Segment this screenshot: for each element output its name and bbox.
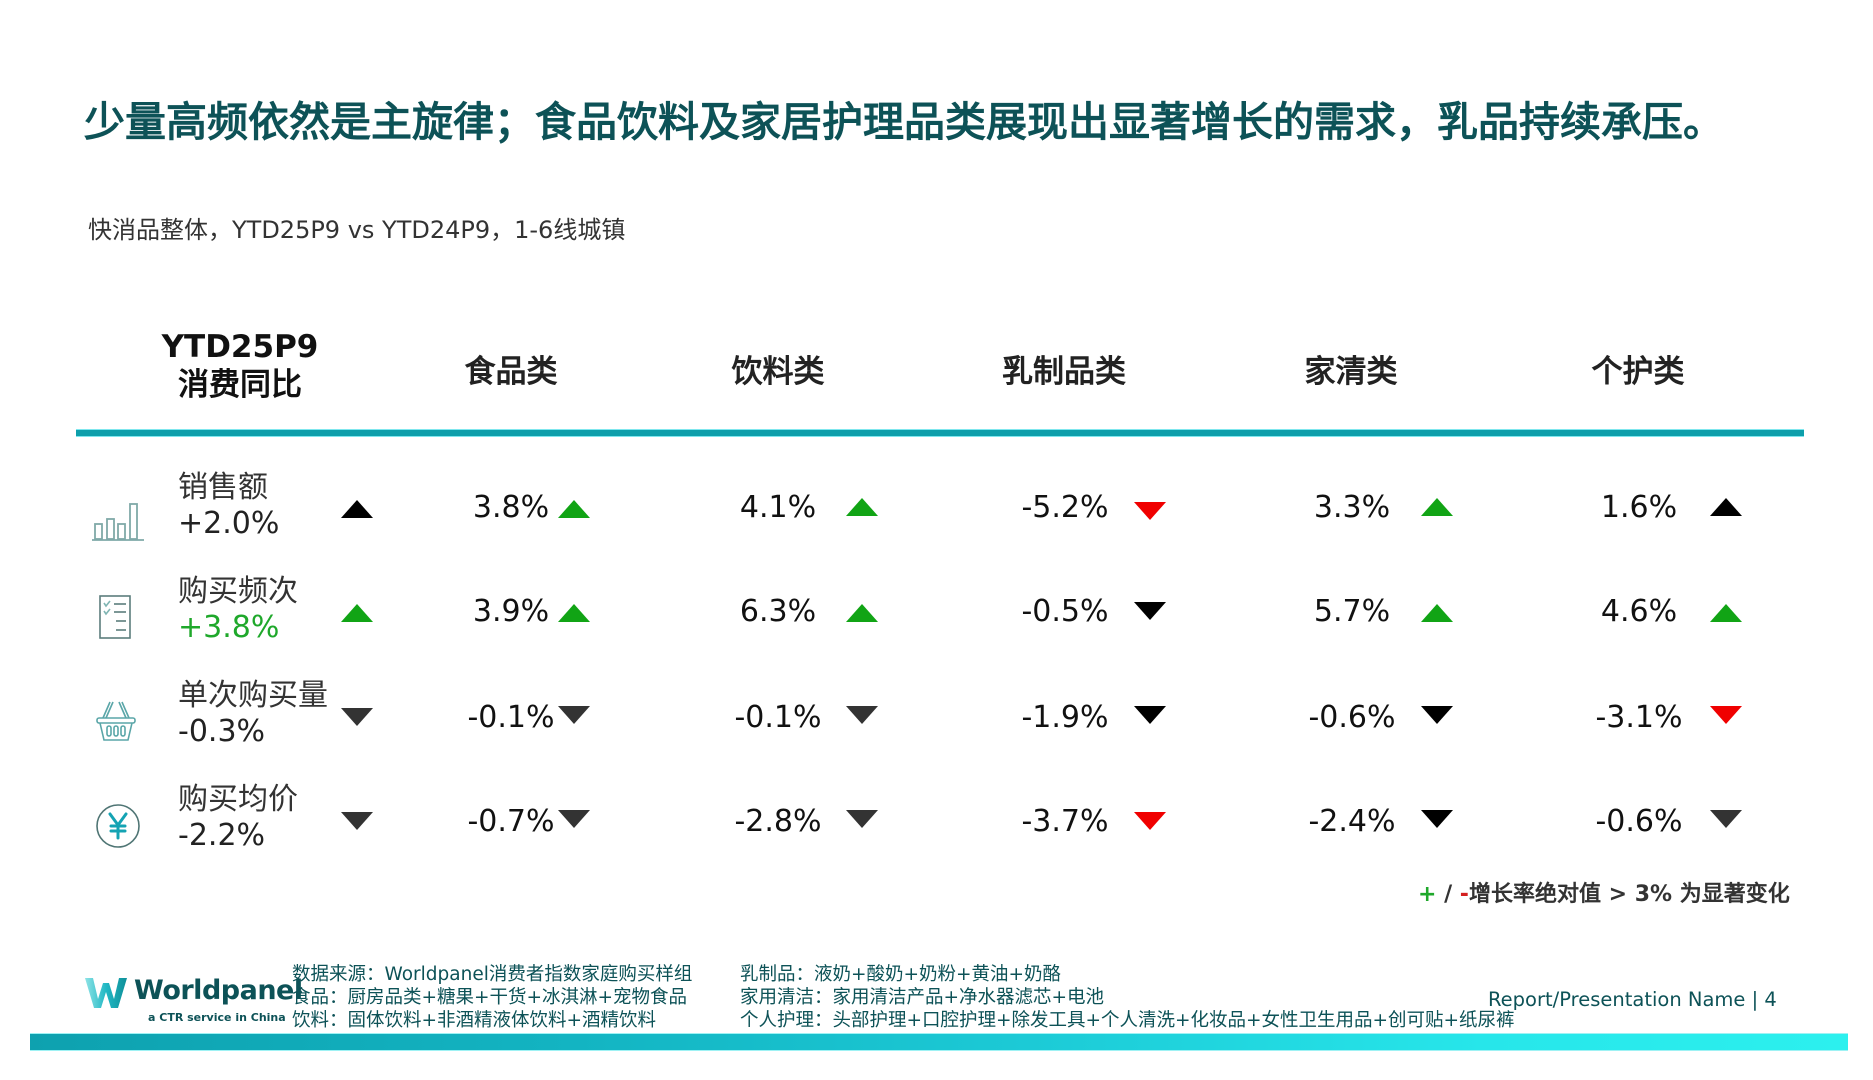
value-cell: -0.6% <box>1308 700 1396 735</box>
arrow-down-icon <box>558 810 590 828</box>
slide-subtitle: 快消品整体，YTD25P9 vs YTD24P9，1-6线城镇 <box>88 216 626 244</box>
arrow-down-icon <box>558 706 590 724</box>
footnote-dairy: 乳制品：液奶+酸奶+奶粉+黄油+奶酪 <box>740 964 1062 985</box>
table-row: 购买均价 -2.2% -0.7% -2.8% -3.7% -2.4% -0.6% <box>0 782 1873 862</box>
header-home-care: 家清类 <box>1304 354 1398 390</box>
footnotes-right: 乳制品：液奶+酸奶+奶粉+黄油+奶酪 家用清洁：家用清洁产品+净水器滤芯+电池 … <box>740 963 1515 1032</box>
header-dairy: 乳制品类 <box>1002 354 1126 390</box>
yuan-coin-icon <box>90 798 150 858</box>
arrow-down-icon <box>1134 706 1166 724</box>
value-cell: -3.1% <box>1595 700 1683 735</box>
value-cell: -2.4% <box>1308 804 1396 839</box>
worldpanel-w-icon <box>85 978 127 1008</box>
shopping-basket-icon <box>90 694 150 754</box>
footnote-source: 数据来源：Worldpanel消费者指数家庭购买样组 <box>292 964 693 985</box>
value-cell: -3.7% <box>1021 804 1109 839</box>
header-food: 食品类 <box>464 354 558 390</box>
footnotes-left: 数据来源：Worldpanel消费者指数家庭购买样组 食品：厨房品类+糖果+干货… <box>292 963 692 1032</box>
legend-text: 增长率绝对值 > 3% 为显著变化 <box>1468 882 1790 907</box>
header-divider <box>76 430 1804 436</box>
value-cell: 4.1% <box>739 490 817 525</box>
arrow-up-icon <box>1710 498 1742 516</box>
arrow-up-icon <box>1421 604 1453 622</box>
arrow-up-icon <box>558 500 590 518</box>
footnote-personal-care: 个人护理：头部护理+口腔护理+除发工具+个人清洗+化妆品+女性卫生用品+创可贴+… <box>740 1010 1515 1031</box>
metric-label: 销售额 +2.0% <box>178 470 279 542</box>
metric-total: -0.3% <box>178 714 266 749</box>
checklist-icon <box>90 590 150 650</box>
arrow-down-icon <box>1421 706 1453 724</box>
header-period-line1: YTD25P9 <box>161 329 319 365</box>
arrow-down-icon <box>1134 602 1166 620</box>
value-cell: 1.6% <box>1600 490 1678 525</box>
arrow-down-icon <box>1710 706 1742 724</box>
logo-tagline: a CTR service in China <box>148 1011 286 1024</box>
arrow-up-icon <box>1421 498 1453 516</box>
arrow-up-icon <box>558 604 590 622</box>
header-period-line2: 消费同比 <box>178 367 302 403</box>
arrow-up-icon <box>1710 604 1742 622</box>
arrow-up-icon <box>846 604 878 622</box>
arrow-down-icon <box>1134 502 1166 520</box>
metric-total: -2.2% <box>178 818 266 853</box>
footer-bar <box>30 1034 1848 1050</box>
metric-name: 单次购买量 <box>178 678 328 713</box>
value-cell: -0.6% <box>1595 804 1683 839</box>
arrow-down-icon <box>1134 812 1166 830</box>
value-cell: -0.7% <box>467 804 555 839</box>
value-cell: -5.2% <box>1021 490 1109 525</box>
metric-label: 单次购买量 -0.3% <box>178 678 328 750</box>
significance-legend: + / -增长率绝对值 > 3% 为显著变化 <box>1418 876 1790 908</box>
arrow-up-icon <box>846 498 878 516</box>
arrow-down-icon <box>1421 810 1453 828</box>
legend-plus: + <box>1418 882 1437 907</box>
table-header: YTD25P9 消费同比 食品类 饮料类 乳制品类 家清类 个护类 <box>0 328 1873 418</box>
slide-title: 少量高频依然是主旋律；食品饮料及家居护理品类展现出显著增长的需求，乳品持续承压。 <box>84 98 1724 146</box>
value-cell: -2.8% <box>734 804 822 839</box>
footnote-beverage: 饮料：固体饮料+非酒精液体饮料+酒精饮料 <box>292 1010 657 1031</box>
header-beverage: 饮料类 <box>731 354 825 390</box>
page-reference: Report/Presentation Name | 4 <box>1488 988 1777 1011</box>
metric-label: 购买频次 +3.8% <box>178 574 298 646</box>
metric-name: 销售额 <box>178 470 268 505</box>
table-row: 单次购买量 -0.3% -0.1% -0.1% -1.9% -0.6% -3.1… <box>0 678 1873 758</box>
metric-total: +2.0% <box>178 506 280 541</box>
metric-label: 购买均价 -2.2% <box>178 782 298 854</box>
footnote-home-care: 家用清洁：家用清洁产品+净水器滤芯+电池 <box>740 987 1105 1008</box>
metric-name: 购买频次 <box>178 574 298 609</box>
value-cell: 3.8% <box>472 490 550 525</box>
value-cell: 6.3% <box>739 594 817 629</box>
arrow-up-icon <box>341 604 373 622</box>
value-cell: 5.7% <box>1313 594 1391 629</box>
header-personal-care: 个护类 <box>1591 354 1685 390</box>
arrow-down-icon <box>341 812 373 830</box>
worldpanel-logo: Worldpanel a CTR service in China <box>84 975 303 1035</box>
metric-total: +3.8% <box>178 610 280 645</box>
arrow-down-icon <box>846 810 878 828</box>
metric-name: 购买均价 <box>178 782 298 817</box>
arrow-down-icon <box>1710 810 1742 828</box>
bar-chart-icon <box>90 492 150 552</box>
value-cell: 4.6% <box>1600 594 1678 629</box>
arrow-down-icon <box>341 708 373 726</box>
value-cell: -0.5% <box>1021 594 1109 629</box>
legend-minus: - <box>1459 882 1469 907</box>
footnote-food: 食品：厨房品类+糖果+干货+冰淇淋+宠物食品 <box>292 987 688 1008</box>
value-cell: -0.1% <box>467 700 555 735</box>
table-row: 销售额 +2.0% 3.8% 4.1% -5.2% 3.3% 1.6% <box>0 470 1873 550</box>
logo-wordmark: Worldpanel <box>134 975 303 1006</box>
value-cell: -0.1% <box>734 700 822 735</box>
arrow-up-icon <box>341 500 373 518</box>
legend-slash: / <box>1436 882 1460 907</box>
header-period: YTD25P9 消费同比 <box>150 328 330 404</box>
value-cell: -1.9% <box>1021 700 1109 735</box>
table-row: 购买频次 +3.8% 3.9% 6.3% -0.5% 5.7% 4.6% <box>0 574 1873 654</box>
arrow-down-icon <box>846 706 878 724</box>
value-cell: 3.3% <box>1313 490 1391 525</box>
value-cell: 3.9% <box>472 594 550 629</box>
